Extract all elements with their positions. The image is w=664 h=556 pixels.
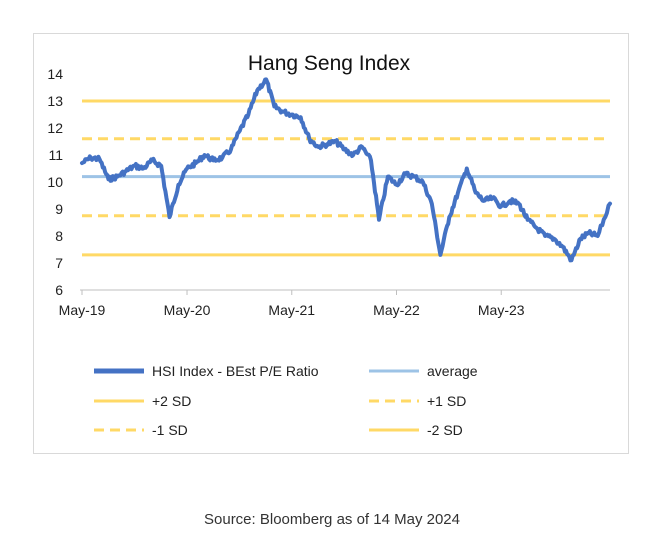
- y-tick-label: 7: [55, 255, 63, 271]
- x-tick-label: May-23: [478, 302, 525, 318]
- legend-label--1-sd: -1 SD: [152, 422, 188, 438]
- legend-label--2-sd: -2 SD: [427, 422, 463, 438]
- source-note: Source: Bloomberg as of 14 May 2024: [204, 511, 460, 528]
- y-tick-label: 13: [47, 93, 63, 109]
- y-tick-label: 8: [55, 228, 63, 244]
- pe-ratio-chart: Hang Seng Index 6 7 8 9 10 11 12 13 14 May-19 May…: [47, 52, 612, 438]
- y-tick-label: 10: [47, 174, 63, 190]
- y-tick-label: 9: [55, 201, 63, 217]
- chart-title: Hang Seng Index: [248, 52, 411, 75]
- legend-label-hsi-index-best-p-e-ratio: HSI Index - BEst P/E Ratio: [152, 363, 319, 379]
- y-tick-label: 12: [47, 120, 63, 136]
- y-tick-label: 14: [47, 66, 63, 82]
- x-tick-label: May-21: [268, 302, 315, 318]
- legend-label--2-sd: +2 SD: [152, 393, 191, 409]
- legend-label-average: average: [427, 363, 478, 379]
- x-tick-label: May-20: [164, 302, 211, 318]
- pe-ratio-line: [80, 77, 612, 263]
- chart-frame: Hang Seng Index 6 7 8 9 10 11 12 13 14 May-19 May…: [33, 33, 629, 454]
- x-tick-label: May-22: [373, 302, 420, 318]
- legend-label--1-sd: +1 SD: [427, 393, 466, 409]
- x-tick-label: May-19: [59, 302, 106, 318]
- y-tick-label: 11: [48, 147, 63, 163]
- y-tick-label: 6: [55, 282, 63, 298]
